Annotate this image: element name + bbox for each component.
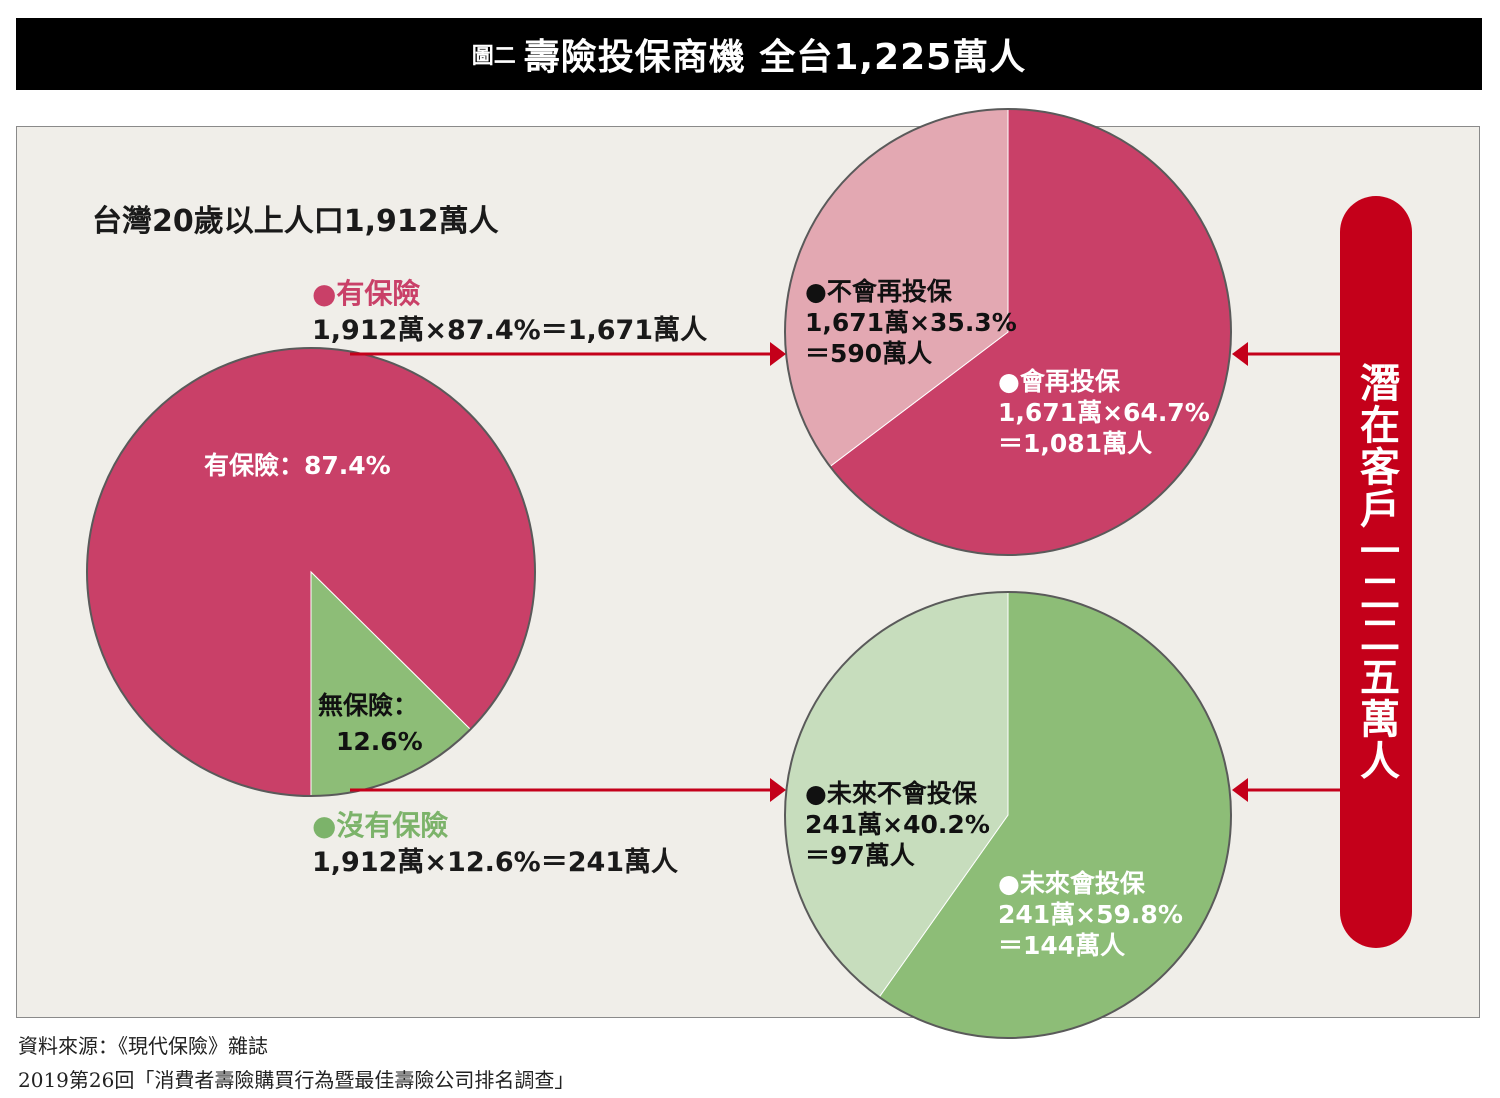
label-never-line2: 241萬×40.2%: [805, 810, 990, 839]
label-again-line1: ●會再投保: [998, 367, 1120, 396]
label-again: ●會再投保 1,671萬×64.7% ＝1,081萬人: [998, 366, 1210, 459]
source-line-2: 2019第26回「消費者壽險購買行為暨最佳壽險公司排名調查」: [18, 1068, 575, 1092]
source-line-1: 資料來源：《現代保險》雜誌: [18, 1034, 268, 1058]
label-never-line1: ●未來不會投保: [805, 779, 977, 808]
arrow-potential-top-head: [1232, 342, 1248, 366]
pie-label-uninsured-2: 12.6%: [336, 727, 423, 756]
title-bar: 圖二 壽險投保商機 全台1,225萬人: [16, 18, 1482, 90]
label-never-line3: ＝97萬人: [805, 841, 915, 870]
pie-outline-uninsured: [784, 591, 1232, 1039]
label-again-line3: ＝1,081萬人: [998, 429, 1153, 458]
insured-calc: 1,912萬×87.4%＝1,671萬人: [312, 315, 708, 346]
label-will-line2: 241萬×59.8%: [998, 900, 1183, 929]
label-again-line2: 1,671萬×64.7%: [998, 398, 1210, 427]
label-will-line1: ●未來會投保: [998, 869, 1145, 898]
label-not-again-line2: 1,671萬×35.3%: [805, 308, 1017, 337]
label-not-again-line1: ●不會再投保: [805, 277, 952, 306]
label-will: ●未來會投保 241萬×59.8% ＝144萬人: [998, 868, 1183, 961]
pie-outline-population: [86, 347, 536, 797]
pie-label-uninsured-1: 無保險：: [318, 691, 419, 720]
label-never: ●未來不會投保 241萬×40.2% ＝97萬人: [805, 778, 990, 871]
uninsured-calc: 1,912萬×12.6%＝241萬人: [312, 847, 679, 878]
potential-customers-badge: 潛在客戶一二二五萬人: [1340, 196, 1412, 948]
chart-title: 壽險投保商機 全台1,225萬人: [523, 37, 1027, 78]
uninsured-label: ●沒有保險: [312, 809, 449, 842]
label-not-again-line3: ＝590萬人: [805, 339, 933, 368]
arrow-uninsured-head: [770, 778, 786, 802]
insured-label: ●有保險: [312, 277, 421, 310]
figure-number: 圖二: [471, 44, 516, 69]
pie-outline-insured: [784, 108, 1232, 556]
label-not-again: ●不會再投保 1,671萬×35.3% ＝590萬人: [805, 276, 1017, 369]
potential-customers-text: 潛在客戶一二二五萬人: [1353, 362, 1399, 782]
label-will-line3: ＝144萬人: [998, 931, 1126, 960]
population-text: 台灣20歲以上人口1,912萬人: [92, 204, 499, 239]
pie-label-insured: 有保險：87.4%: [204, 451, 391, 480]
arrow-insured-head: [770, 342, 786, 366]
arrow-potential-bottom-head: [1232, 778, 1248, 802]
